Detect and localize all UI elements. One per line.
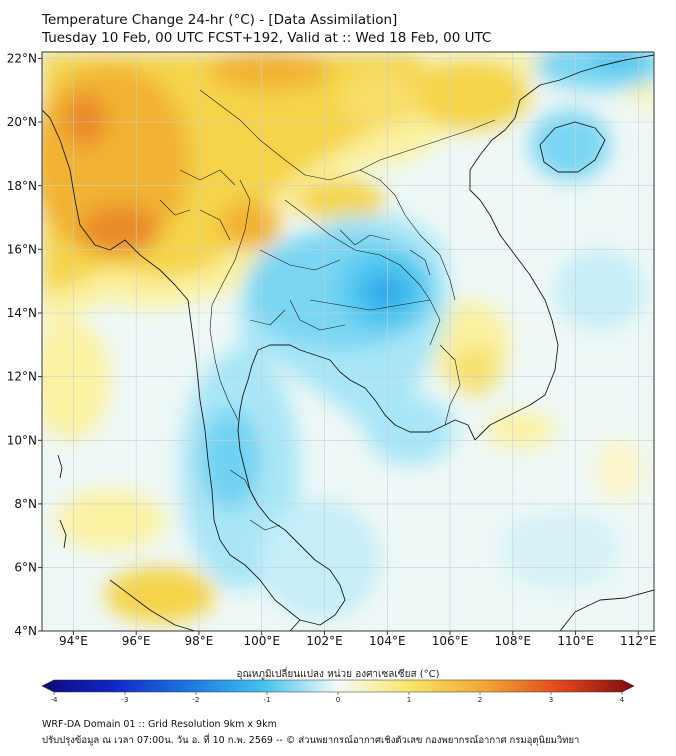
lon-label-104: 104°E <box>369 634 406 648</box>
tick-marks <box>38 57 639 635</box>
colorbar-tick-m2: -2 <box>193 696 200 704</box>
colorbar-tick-4: 4 <box>620 696 625 704</box>
lat-label-8: 8°N <box>14 497 37 511</box>
lat-label-20: 20°N <box>7 115 37 129</box>
map-title: Temperature Change 24-hr (°C) - [Data As… <box>42 12 398 28</box>
lon-label-102: 102°E <box>306 634 343 648</box>
footer-domain-info: WRF-DA Domain 01 :: Grid Resolution 9km … <box>42 719 277 730</box>
lon-label-96: 96°E <box>122 634 151 648</box>
lat-label-14: 14°N <box>7 306 37 320</box>
lat-label-18: 18°N <box>7 179 37 193</box>
lon-label-108: 108°E <box>495 634 532 648</box>
colorbar-tick-3: 3 <box>549 696 553 704</box>
footer-credit: ปรับปรุงข้อมูล ณ เวลา 07:00น. วัน อ. ที่… <box>42 735 580 746</box>
lon-label-98: 98°E <box>184 634 213 648</box>
lon-label-112: 112°E <box>620 634 657 648</box>
gridlines <box>42 52 654 631</box>
map-subtitle: Tuesday 10 Feb, 00 UTC FCST+192, Valid a… <box>42 30 492 46</box>
lat-label-16: 16°N <box>7 243 37 257</box>
lat-label-4: 4°N <box>14 624 37 638</box>
colorbar-label: อุณหภูมิเปลี่ยนแปลง หน่วย องศาเซลเซียส (… <box>236 669 440 680</box>
colorbar-tick-2: 2 <box>478 696 482 704</box>
colorbar-tick-1: 1 <box>407 696 411 704</box>
plot-frame <box>41 51 655 632</box>
temperature-field <box>42 52 654 631</box>
lon-label-106: 106°E <box>432 634 469 648</box>
lat-label-22: 22°N <box>7 52 37 66</box>
colorbar-tick-0: 0 <box>336 696 340 704</box>
lat-label-12: 12°N <box>7 370 37 384</box>
lat-label-10: 10°N <box>7 434 37 448</box>
colorbar-tick-m4: -4 <box>51 696 59 704</box>
coastlines <box>42 54 654 631</box>
lon-label-110: 110°E <box>557 634 594 648</box>
lon-label-94: 94°E <box>59 634 88 648</box>
borders <box>159 89 496 531</box>
colorbar: -4 -3 -2 -1 0 1 2 3 4 <box>41 679 635 704</box>
colorbar-tick-m3: -3 <box>122 696 129 704</box>
lat-label-6: 6°N <box>14 561 37 575</box>
colorbar-tick-m1: -1 <box>264 696 271 704</box>
lon-label-100: 100°E <box>243 634 280 648</box>
